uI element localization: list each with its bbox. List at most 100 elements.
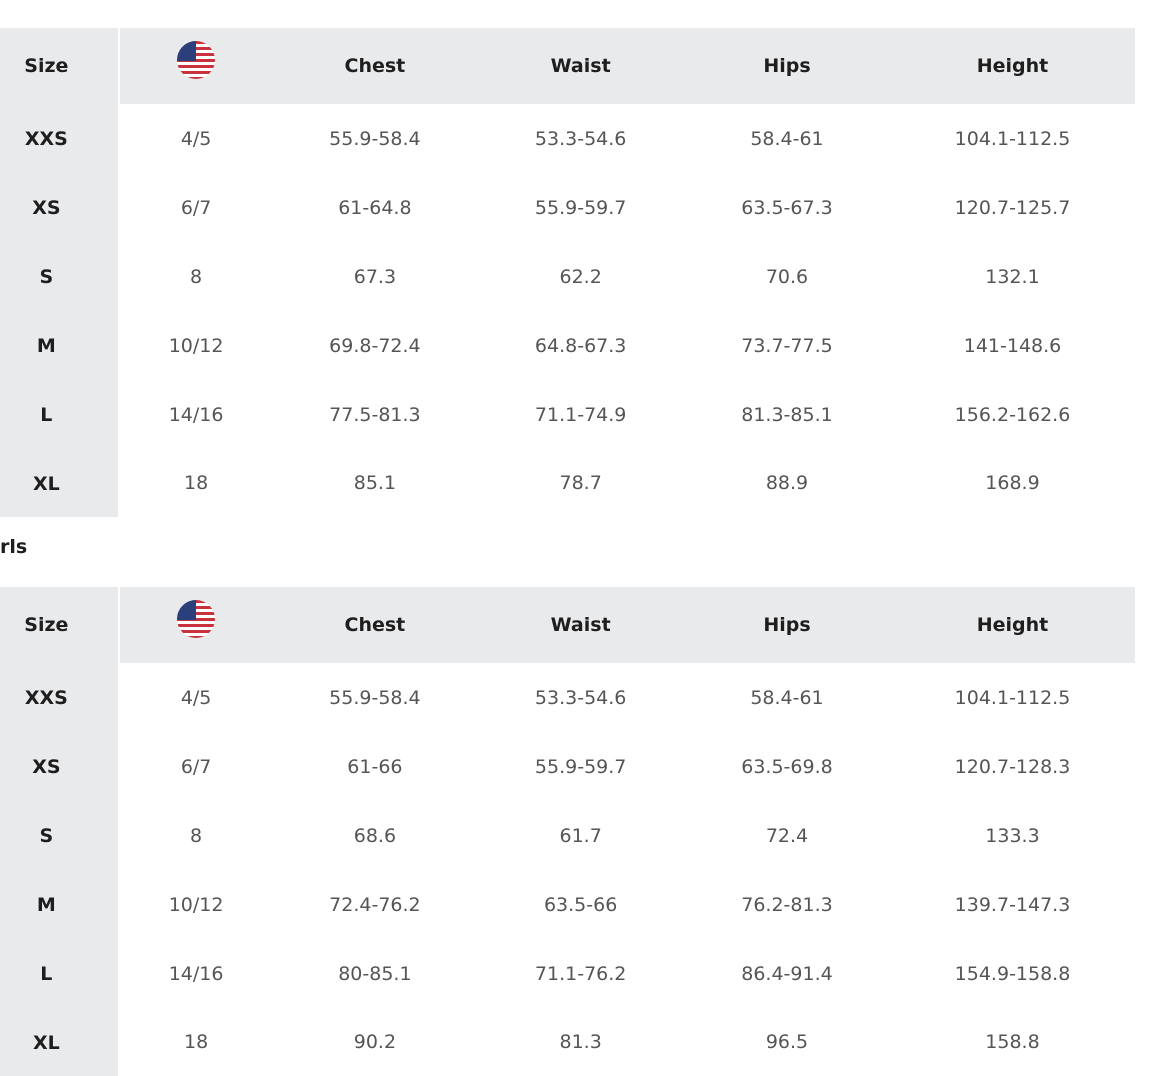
cell-height: 154.9-158.8 xyxy=(954,962,1071,985)
section-title: rls xyxy=(0,536,28,558)
cell-us-size: 18 xyxy=(184,472,209,494)
cell-us-size: 18 xyxy=(184,1031,209,1053)
cell-waist: 81.3 xyxy=(559,1031,602,1053)
us-flag-icon xyxy=(177,600,216,638)
size-table-2: Size Chest Waist Hips Height XXS 4/5 55.9-58.4… xyxy=(0,587,1135,1076)
table-row: XXS 4/5 55.9-58.4 53.3-54.6 58.4-61 104.1-112… xyxy=(0,662,1135,732)
cell-size: S xyxy=(0,241,120,311)
cell-hips: 76.2-81.3 xyxy=(741,893,833,916)
cell-hips: 88.9 xyxy=(765,472,809,494)
cell-us-size: 10/12 xyxy=(168,893,224,916)
cell-size: S xyxy=(0,800,120,870)
table-row: XXS 4/5 55.9-58.4 53.3-54.6 58.4-61 104.1-112… xyxy=(0,103,1135,173)
cell-waist: 63.5-66 xyxy=(543,893,618,916)
cell-height: 158.8 xyxy=(985,1031,1040,1053)
column-header-hips: Hips xyxy=(683,587,890,663)
cell-waist: 71.1-76.2 xyxy=(534,962,627,985)
cell-size: M xyxy=(0,310,120,380)
cell-chest: 61-64.8 xyxy=(338,196,412,219)
cell-size: M xyxy=(0,869,120,939)
cell-us-size: 14/16 xyxy=(168,962,224,985)
cell-waist: 78.7 xyxy=(559,472,602,494)
cell-height: 141-148.6 xyxy=(963,334,1062,357)
table-row: S 8 67.3 62.2 70.6 132.1 xyxy=(0,241,1135,311)
us-flag-icon xyxy=(177,41,216,79)
cell-chest: 68.6 xyxy=(353,824,397,847)
cell-hips: 63.5-69.8 xyxy=(741,755,833,778)
cell-height: 132.1 xyxy=(985,265,1040,288)
cell-chest: 55.9-58.4 xyxy=(329,127,421,150)
cell-size: L xyxy=(0,938,120,1008)
table-row: S 8 68.6 61.7 72.4 133.3 xyxy=(0,800,1135,870)
cell-chest: 85.1 xyxy=(353,472,397,494)
table-row: L 14/16 80-85.1 71.1-76.2 86.4-91.4 154.9-158… xyxy=(0,938,1135,1008)
cell-size: L xyxy=(0,379,120,449)
cell-hips: 70.6 xyxy=(765,265,809,288)
cell-size: XS xyxy=(0,172,120,242)
cell-height: 156.2-162.6 xyxy=(954,403,1071,426)
cell-chest: 67.3 xyxy=(353,265,397,288)
header-row: Size Chest Waist Hips Height xyxy=(0,587,1135,663)
header-row: Size Chest Waist Hips Height xyxy=(0,28,1135,104)
cell-chest: 55.9-58.4 xyxy=(329,686,421,709)
cell-hips: 73.7-77.5 xyxy=(741,334,833,357)
cell-chest: 90.2 xyxy=(353,1031,397,1053)
cell-us-size: 8 xyxy=(190,824,203,847)
cell-chest: 69.8-72.4 xyxy=(329,334,421,357)
cell-size: XXS xyxy=(0,103,120,173)
cell-us-size: 6/7 xyxy=(180,755,212,778)
table-row: L 14/16 77.5-81.3 71.1-74.9 81.3-85.1 156.2-1… xyxy=(0,379,1135,449)
cell-hips: 86.4-91.4 xyxy=(741,962,833,985)
cell-height: 120.7-125.7 xyxy=(954,196,1071,219)
cell-us-size: 4/5 xyxy=(180,686,212,709)
cell-waist: 53.3-54.6 xyxy=(534,127,627,150)
column-header-height: Height xyxy=(890,587,1135,663)
cell-height: 168.9 xyxy=(985,472,1040,494)
table-row: XL 18 90.2 81.3 96.5 158.8 xyxy=(0,1007,1135,1076)
cell-hips: 81.3-85.1 xyxy=(741,403,833,426)
size-table-1: Size Chest Waist Hips Height XXS 4/5 55.9-58.4… xyxy=(0,28,1135,517)
column-header-us-size xyxy=(118,28,273,104)
cell-us-size: 6/7 xyxy=(180,196,212,219)
cell-waist: 62.2 xyxy=(559,265,602,288)
cell-height: 120.7-128.3 xyxy=(954,755,1071,778)
table-row: M 10/12 69.8-72.4 64.8-67.3 73.7-77.5 141-148… xyxy=(0,310,1135,380)
cell-hips: 58.4-61 xyxy=(750,686,824,709)
table-row: XS 6/7 61-64.8 55.9-59.7 63.5-67.3 120.7-125.… xyxy=(0,172,1135,242)
column-header-waist: Waist xyxy=(477,28,684,104)
column-header-chest: Chest xyxy=(272,28,478,104)
column-header-chest: Chest xyxy=(272,587,478,663)
cell-hips: 96.5 xyxy=(765,1031,809,1053)
cell-waist: 61.7 xyxy=(559,824,602,847)
table-row: XS 6/7 61-66 55.9-59.7 63.5-69.8 120.7-128.3 xyxy=(0,731,1135,801)
column-header-size: Size xyxy=(0,587,120,663)
cell-height: 104.1-112.5 xyxy=(954,127,1071,150)
cell-us-size: 8 xyxy=(190,265,203,288)
cell-us-size: 4/5 xyxy=(180,127,212,150)
cell-size: XL xyxy=(0,448,120,517)
column-header-waist: Waist xyxy=(477,587,684,663)
cell-waist: 55.9-59.7 xyxy=(534,196,627,219)
cell-size: XS xyxy=(0,731,120,801)
cell-chest: 61-66 xyxy=(347,755,403,778)
cell-hips: 58.4-61 xyxy=(750,127,824,150)
cell-us-size: 10/12 xyxy=(168,334,224,357)
table-row: M 10/12 72.4-76.2 63.5-66 76.2-81.3 139.7-147… xyxy=(0,869,1135,939)
cell-us-size: 14/16 xyxy=(168,403,224,426)
column-header-height: Height xyxy=(890,28,1135,104)
cell-height: 133.3 xyxy=(985,824,1040,847)
cell-waist: 53.3-54.6 xyxy=(534,686,627,709)
cell-hips: 72.4 xyxy=(765,824,809,847)
cell-size: XL xyxy=(0,1007,120,1076)
column-header-size: Size xyxy=(0,28,120,104)
cell-size: XXS xyxy=(0,662,120,732)
cell-waist: 55.9-59.7 xyxy=(534,755,627,778)
column-header-hips: Hips xyxy=(683,28,890,104)
cell-chest: 77.5-81.3 xyxy=(329,403,421,426)
column-header-us-size xyxy=(118,587,273,663)
cell-chest: 80-85.1 xyxy=(338,962,412,985)
cell-height: 104.1-112.5 xyxy=(954,686,1071,709)
cell-waist: 64.8-67.3 xyxy=(534,334,627,357)
cell-hips: 63.5-67.3 xyxy=(741,196,833,219)
cell-height: 139.7-147.3 xyxy=(954,893,1071,916)
